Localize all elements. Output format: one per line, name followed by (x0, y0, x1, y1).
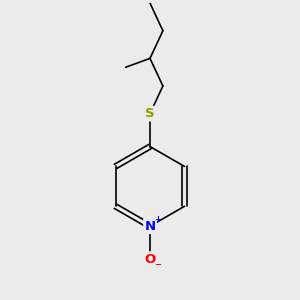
Text: S: S (145, 107, 155, 120)
Text: O: O (144, 253, 156, 266)
Text: +: + (154, 215, 161, 224)
Text: −: − (154, 260, 161, 269)
Text: N: N (144, 220, 156, 233)
